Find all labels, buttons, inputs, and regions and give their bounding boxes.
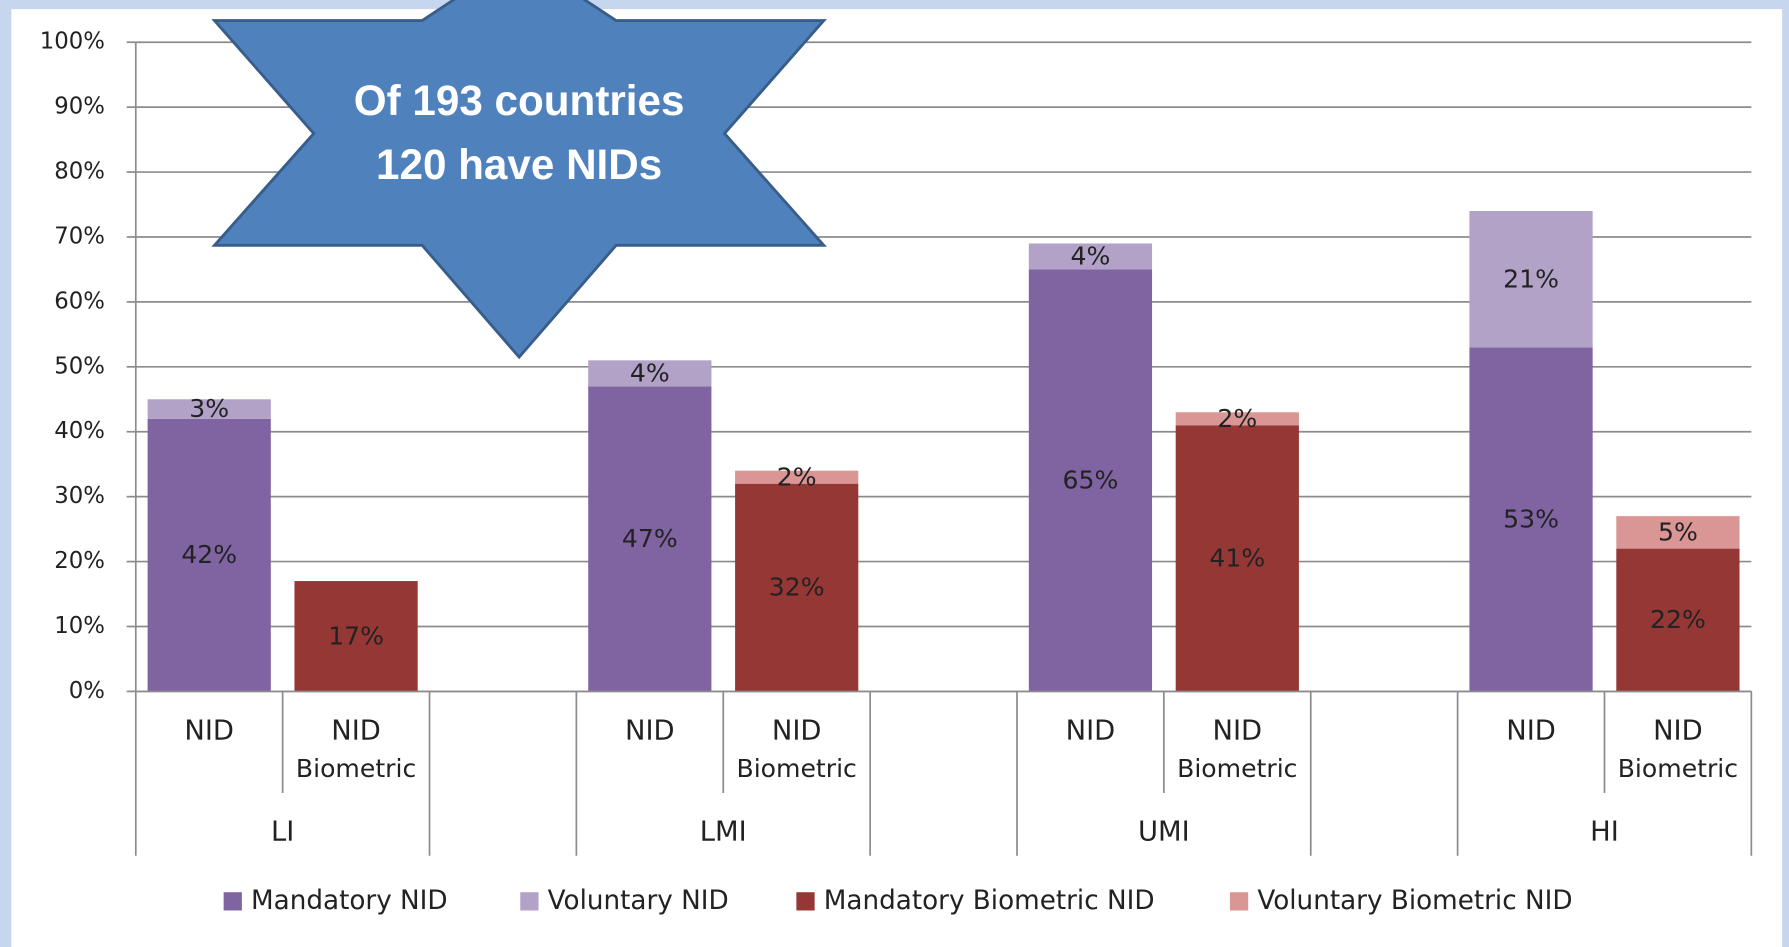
data-label: 4% xyxy=(1071,242,1111,271)
bar-segment xyxy=(1616,516,1740,549)
bar-segment xyxy=(1028,243,1153,270)
data-label: 41% xyxy=(1209,543,1265,572)
legend-swatch xyxy=(520,892,539,911)
data-label: 42% xyxy=(181,540,237,569)
y-tick-label: 90% xyxy=(54,94,105,120)
y-tick-label: 40% xyxy=(54,418,105,444)
group-label: LI xyxy=(271,816,294,847)
x-tick-label: NID Biometric xyxy=(737,715,857,783)
data-label: 3% xyxy=(189,394,229,423)
data-label: 53% xyxy=(1503,505,1559,534)
y-tick-label: 10% xyxy=(54,613,105,639)
bar-segment xyxy=(147,418,271,692)
bar-segment xyxy=(735,470,859,484)
x-tick-label: NID xyxy=(1066,715,1116,746)
x-tick-label: NID xyxy=(1506,715,1556,746)
annotation-star xyxy=(211,0,827,360)
data-label: 5% xyxy=(1658,518,1698,547)
data-label: 47% xyxy=(622,524,678,553)
data-label: 2% xyxy=(777,462,817,491)
bar-segment xyxy=(1469,347,1593,692)
annotation-text: Of 193 countries xyxy=(354,77,685,124)
legend-label: Voluntary NID xyxy=(548,886,729,916)
y-tick-label: 30% xyxy=(54,483,105,509)
group-label: UMI xyxy=(1138,816,1190,847)
y-tick-label: 20% xyxy=(54,548,105,574)
bar-segment xyxy=(588,360,712,387)
bar-segment xyxy=(1175,412,1299,426)
legend-label: Voluntary Biometric NID xyxy=(1257,886,1572,916)
x-tick-label: NID xyxy=(625,715,675,746)
bar-segment xyxy=(1175,425,1299,692)
bar-segment xyxy=(1469,211,1593,348)
y-tick-label: 60% xyxy=(54,288,105,314)
data-label: 4% xyxy=(630,358,670,387)
y-tick-label: 100% xyxy=(40,29,105,55)
bar-segment xyxy=(588,386,712,692)
x-tick-label: NID Biometric xyxy=(1618,715,1738,783)
x-tick-label: NID xyxy=(184,715,234,746)
data-label: 32% xyxy=(769,573,825,602)
y-tick-label: 80% xyxy=(54,159,105,185)
group-label: HI xyxy=(1590,816,1619,847)
y-tick-label: 0% xyxy=(69,678,105,704)
legend-swatch xyxy=(796,892,815,911)
y-tick-label: 70% xyxy=(54,223,105,249)
legend-label: Mandatory NID xyxy=(251,886,448,916)
x-tick-label: NID Biometric xyxy=(1177,715,1297,783)
data-label: 2% xyxy=(1217,404,1257,433)
legend-label: Mandatory Biometric NID xyxy=(824,886,1155,916)
bar-segment xyxy=(294,581,418,692)
group-label: LMI xyxy=(700,816,747,847)
bar-segment xyxy=(1028,269,1153,692)
legend-swatch xyxy=(1229,892,1249,911)
bar-segment xyxy=(1616,548,1740,692)
annotation-text: 120 have NIDs xyxy=(376,141,662,188)
data-label: 17% xyxy=(328,621,384,650)
bar-segment xyxy=(147,399,271,419)
data-label: 65% xyxy=(1063,466,1119,495)
bar-segment xyxy=(735,483,859,692)
x-tick-label: NID Biometric xyxy=(296,715,416,783)
y-tick-label: 50% xyxy=(54,353,105,379)
data-label: 21% xyxy=(1503,264,1559,293)
data-label: 22% xyxy=(1650,605,1706,634)
legend-swatch xyxy=(223,892,242,911)
